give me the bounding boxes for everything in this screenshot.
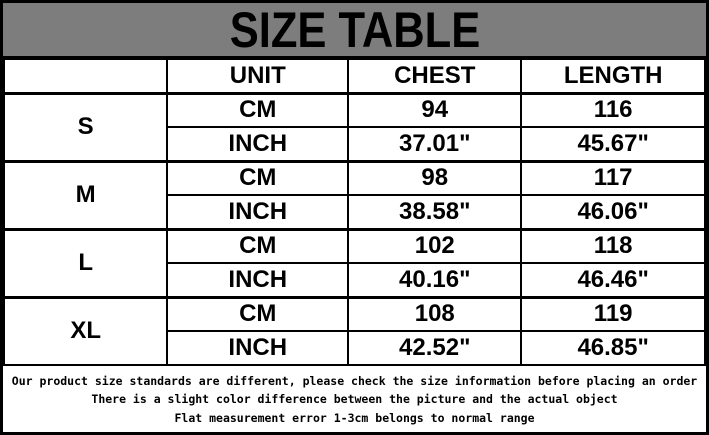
- table-row-l-cm: L CM 102 118: [3, 227, 706, 298]
- length-value-cell: 45.67": [520, 126, 706, 162]
- table-row-l-inch: INCH 40.16" 46.46": [4, 262, 706, 298]
- chest-value-cell: 37.01": [347, 126, 523, 162]
- size-label-xl: XL: [3, 295, 169, 366]
- title-band: SIZE TABLE: [3, 3, 706, 58]
- length-value-cell: 46.06": [520, 194, 706, 230]
- length-value-cell: 118: [520, 227, 706, 264]
- unit-cell: INCH: [166, 194, 350, 230]
- unit-cell: INCH: [166, 126, 350, 162]
- diagonal-header-cell: [3, 58, 169, 94]
- chest-value-cell: 94: [347, 91, 523, 128]
- chest-value-cell: 42.52": [347, 330, 523, 366]
- header-row: UNIT CHEST LENGTH: [3, 58, 706, 94]
- table-row-m-cm: M CM 98 117: [3, 159, 706, 230]
- length-value-cell: 116: [520, 91, 706, 128]
- page-title: SIZE TABLE: [229, 1, 480, 58]
- length-value-cell: 46.85": [520, 330, 706, 366]
- unit-cell: CM: [166, 295, 350, 332]
- length-value-cell: 117: [520, 159, 706, 196]
- note-line-color: There is a slight color difference betwe…: [91, 392, 618, 407]
- size-label-s: S: [3, 91, 169, 162]
- size-label-m: M: [3, 159, 169, 230]
- size-table: UNIT CHEST LENGTH S CM 94 116 INCH 37.01…: [3, 58, 706, 366]
- chest-value-cell: 40.16": [347, 262, 523, 298]
- column-header-chest: CHEST: [347, 58, 523, 94]
- chest-value-cell: 108: [347, 295, 523, 332]
- unit-cell: CM: [166, 159, 350, 196]
- table-row-xl-cm: XL CM 108 119: [3, 295, 706, 366]
- disclaimer-notes: Our product size standards are different…: [3, 366, 706, 432]
- unit-cell: INCH: [166, 330, 350, 366]
- column-header-unit: UNIT: [166, 58, 350, 94]
- size-label-l: L: [3, 227, 169, 298]
- note-line-measurement: Flat measurement error 1-3cm belongs to …: [174, 410, 535, 425]
- table-row-m-inch: INCH 38.58" 46.06": [4, 194, 706, 230]
- note-line-order: Our product size standards are different…: [11, 373, 698, 388]
- table-row-xl-inch: INCH 42.52" 46.85": [4, 330, 706, 366]
- column-header-length: LENGTH: [520, 58, 706, 94]
- unit-cell: CM: [166, 227, 350, 264]
- chest-value-cell: 98: [347, 159, 523, 196]
- chest-value-cell: 102: [347, 227, 523, 264]
- chest-value-cell: 38.58": [347, 194, 523, 230]
- length-value-cell: 119: [520, 295, 706, 332]
- table-row-s-inch: INCH 37.01" 45.67": [4, 126, 706, 162]
- unit-cell: CM: [166, 91, 350, 128]
- length-value-cell: 46.46": [520, 262, 706, 298]
- table-row-s-cm: S CM 94 116: [3, 91, 706, 162]
- unit-cell: INCH: [166, 262, 350, 298]
